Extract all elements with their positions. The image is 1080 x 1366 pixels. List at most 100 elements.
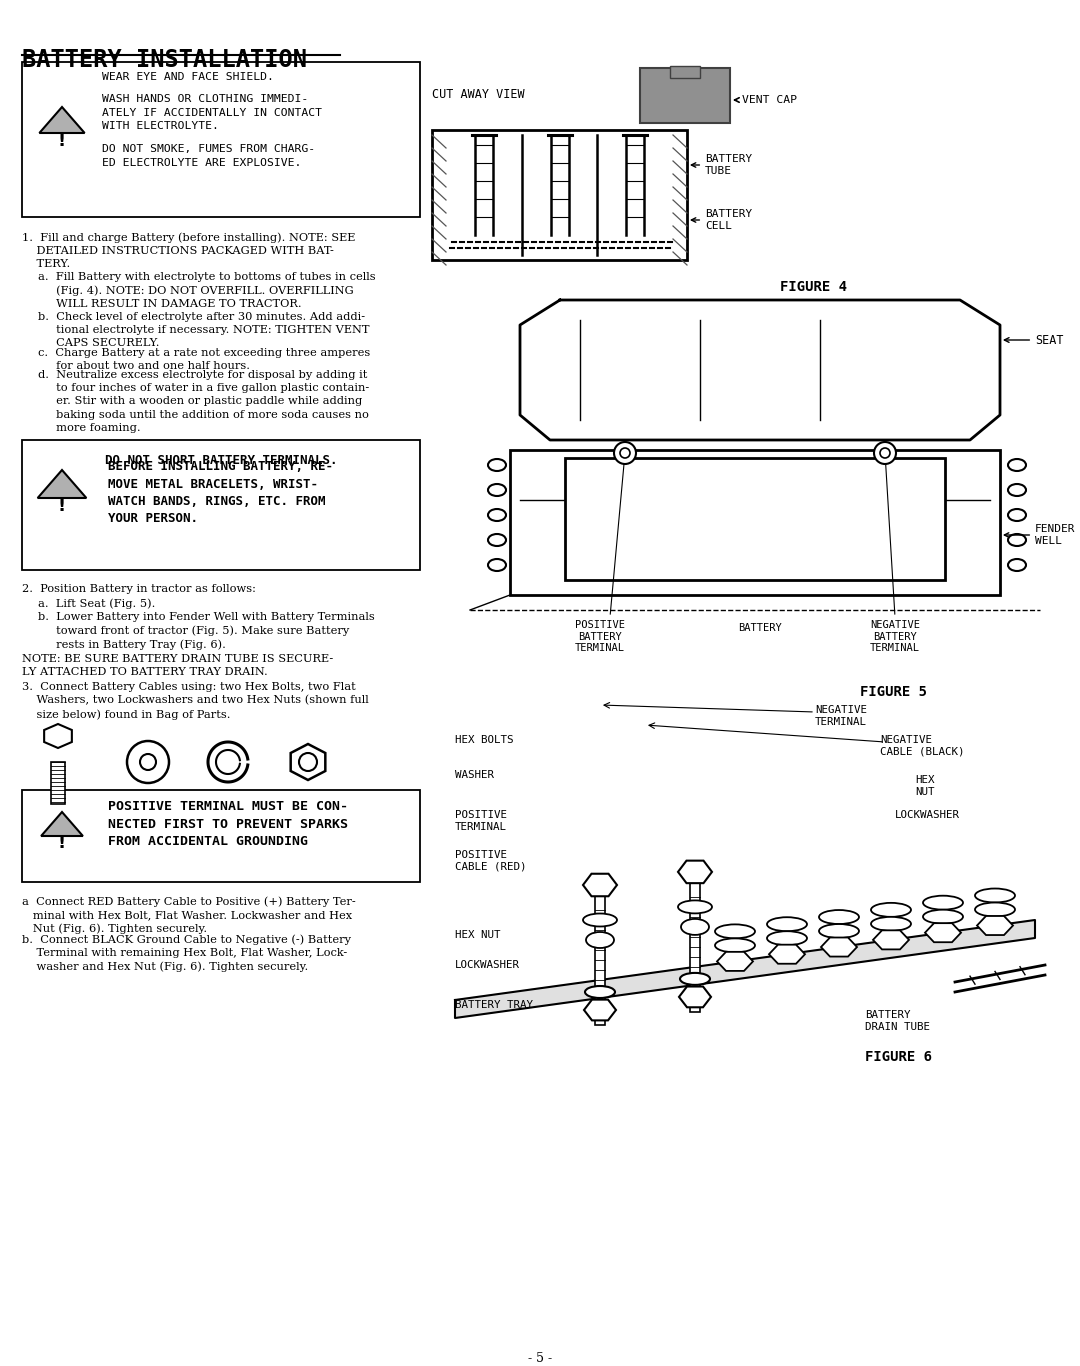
Polygon shape [38, 470, 86, 499]
Text: a.  Fill Battery with electrolyte to bottoms of tubes in cells
     (Fig. 4). NO: a. Fill Battery with electrolyte to bott… [38, 272, 376, 309]
Text: HEX BOLTS: HEX BOLTS [455, 735, 513, 744]
Text: !: ! [58, 835, 66, 852]
Polygon shape [717, 952, 753, 971]
Ellipse shape [923, 910, 963, 923]
Ellipse shape [488, 534, 507, 546]
Bar [22, 61, 420, 217]
Bar [22, 440, 420, 570]
Polygon shape [455, 919, 1035, 1018]
Polygon shape [41, 811, 83, 836]
Bar [510, 449, 1000, 596]
Polygon shape [584, 1000, 616, 1020]
Polygon shape [977, 917, 1013, 936]
Text: 3.  Connect Battery Cables using: two Hex Bolts, two Flat
    Washers, two Lockw: 3. Connect Battery Cables using: two Hex… [22, 682, 368, 720]
Ellipse shape [585, 986, 615, 999]
Ellipse shape [819, 923, 859, 938]
Text: FIGURE 4: FIGURE 4 [780, 280, 847, 294]
Text: FIGURE 5: FIGURE 5 [860, 684, 927, 699]
Text: HEX NUT: HEX NUT [455, 930, 500, 940]
Polygon shape [519, 301, 1000, 440]
Bar [432, 130, 687, 260]
Ellipse shape [923, 896, 963, 910]
Text: b.  Connect BLACK Ground Cable to Negative (-) Battery
    Terminal with remaini: b. Connect BLACK Ground Cable to Negativ… [22, 934, 351, 971]
Text: SEAT: SEAT [1004, 333, 1064, 347]
Text: BATTERY
DRAIN TUBE: BATTERY DRAIN TUBE [865, 1009, 930, 1031]
Ellipse shape [1008, 534, 1026, 546]
Ellipse shape [715, 938, 755, 952]
Ellipse shape [975, 888, 1015, 903]
Ellipse shape [767, 932, 807, 945]
Polygon shape [924, 923, 961, 943]
Text: !: ! [58, 131, 66, 150]
Text: NEGATIVE
TERMINAL: NEGATIVE TERMINAL [815, 705, 867, 727]
Text: NOTE: BE SURE BATTERY DRAIN TUBE IS SECURE-
LY ATTACHED TO BATTERY TRAY DRAIN.: NOTE: BE SURE BATTERY DRAIN TUBE IS SECU… [22, 654, 334, 678]
Ellipse shape [488, 459, 507, 471]
Text: NEGATIVE
CABLE (BLACK): NEGATIVE CABLE (BLACK) [880, 735, 964, 757]
Text: POSITIVE
CABLE (RED): POSITIVE CABLE (RED) [455, 850, 527, 872]
Text: POSITIVE
TERMINAL: POSITIVE TERMINAL [455, 810, 507, 832]
Text: POSITIVE TERMINAL MUST BE CON-
NECTED FIRST TO PREVENT SPARKS
FROM ACCIDENTAL GR: POSITIVE TERMINAL MUST BE CON- NECTED FI… [108, 800, 348, 848]
Polygon shape [679, 986, 711, 1007]
Bar [51, 762, 65, 805]
Polygon shape [583, 874, 617, 896]
Ellipse shape [680, 973, 710, 985]
Ellipse shape [819, 910, 859, 923]
FancyBboxPatch shape [640, 68, 730, 123]
Text: DO NOT SMOKE, FUMES FROM CHARG-
ED ELECTROLYTE ARE EXPLOSIVE.: DO NOT SMOKE, FUMES FROM CHARG- ED ELECT… [102, 143, 315, 168]
Text: BATTERY
TUBE: BATTERY TUBE [691, 154, 753, 176]
Polygon shape [44, 724, 72, 749]
Text: d.  Neutralize excess electrolyte for disposal by adding it
     to four inches : d. Neutralize excess electrolyte for dis… [38, 370, 369, 433]
Bar [22, 790, 420, 882]
Text: CUT AWAY VIEW: CUT AWAY VIEW [432, 87, 525, 101]
Bar [690, 872, 700, 1012]
Ellipse shape [586, 932, 615, 948]
Circle shape [880, 448, 890, 458]
Ellipse shape [1008, 484, 1026, 496]
Ellipse shape [583, 914, 617, 926]
Text: WASH HANDS OR CLOTHING IMMEDI-
ATELY IF ACCIDENTALLY IN CONTACT
WITH ELECTROLYTE: WASH HANDS OR CLOTHING IMMEDI- ATELY IF … [102, 94, 322, 131]
Ellipse shape [678, 900, 712, 914]
Text: BATTERY: BATTERY [738, 623, 782, 632]
Text: DO NOT SHORT BATTERY TERMINALS.: DO NOT SHORT BATTERY TERMINALS. [105, 454, 337, 467]
Ellipse shape [681, 919, 708, 934]
Polygon shape [821, 937, 858, 956]
Text: BEFORE INSTALLING BATTERY, RE-
MOVE METAL BRACELETS, WRIST-
WATCH BANDS, RINGS, : BEFORE INSTALLING BATTERY, RE- MOVE META… [108, 460, 333, 526]
Text: VENT CAP: VENT CAP [734, 96, 797, 105]
Text: WASHER: WASHER [455, 770, 494, 780]
Text: BATTERY TRAY: BATTERY TRAY [455, 1000, 534, 1009]
Text: b.  Check level of electrolyte after 30 minutes. Add addi-
     tional electroly: b. Check level of electrolyte after 30 m… [38, 311, 369, 348]
Bar [565, 458, 945, 581]
Text: LOCKWASHER: LOCKWASHER [455, 960, 519, 970]
Text: c.  Charge Battery at a rate not exceeding three amperes
     for about two and : c. Charge Battery at a rate not exceedin… [38, 348, 370, 372]
Ellipse shape [1008, 459, 1026, 471]
Ellipse shape [488, 510, 507, 520]
Text: 1.  Fill and charge Battery (before installing). NOTE: SEE
    DETAILED INSTRUCT: 1. Fill and charge Battery (before insta… [22, 232, 355, 269]
Circle shape [620, 448, 630, 458]
Circle shape [615, 443, 636, 464]
Text: a  Connect RED Battery Cable to Positive (+) Battery Ter-
   minal with Hex Bolt: a Connect RED Battery Cable to Positive … [22, 896, 355, 934]
Ellipse shape [715, 925, 755, 938]
Text: LOCKWASHER: LOCKWASHER [895, 810, 960, 820]
Ellipse shape [1008, 559, 1026, 571]
Text: FENDER
WELL: FENDER WELL [1004, 525, 1076, 546]
Polygon shape [291, 744, 325, 780]
Polygon shape [678, 861, 712, 884]
Ellipse shape [975, 903, 1015, 917]
Text: - 5 -: - 5 - [528, 1352, 552, 1365]
Text: NEGATIVE
BATTERY
TERMINAL: NEGATIVE BATTERY TERMINAL [870, 620, 920, 653]
Circle shape [874, 443, 896, 464]
Ellipse shape [870, 917, 912, 930]
Polygon shape [39, 107, 84, 133]
Text: FIGURE 6: FIGURE 6 [865, 1050, 932, 1064]
Bar [670, 66, 700, 78]
Polygon shape [769, 945, 805, 964]
Ellipse shape [870, 903, 912, 917]
Text: POSITIVE
BATTERY
TERMINAL: POSITIVE BATTERY TERMINAL [575, 620, 625, 653]
Text: b.  Lower Battery into Fender Well with Battery Terminals
     toward front of t: b. Lower Battery into Fender Well with B… [38, 612, 375, 650]
Ellipse shape [488, 484, 507, 496]
Text: BATTERY
CELL: BATTERY CELL [691, 209, 753, 231]
Ellipse shape [767, 917, 807, 932]
Text: a.  Lift Seat (Fig. 5).: a. Lift Seat (Fig. 5). [38, 598, 156, 609]
Text: !: ! [58, 497, 66, 515]
Text: HEX
NUT: HEX NUT [915, 775, 934, 796]
